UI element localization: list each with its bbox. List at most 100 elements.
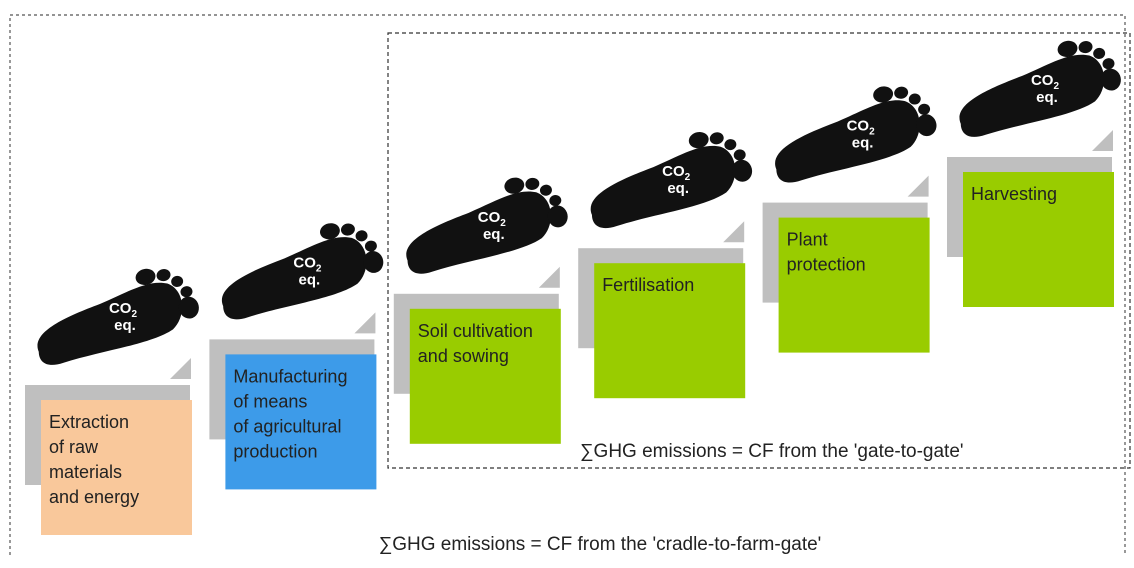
footprint bbox=[37, 268, 199, 365]
step-box bbox=[409, 308, 561, 444]
footprint-toe bbox=[320, 223, 340, 240]
footprint-toe bbox=[504, 177, 525, 194]
step-label: Soil cultivation bbox=[418, 321, 533, 341]
gate-to-gate-label: ∑GHG emissions = CF from the 'gate-to-ga… bbox=[580, 441, 964, 462]
co2-main: CO bbox=[1031, 72, 1054, 89]
step-corner bbox=[1092, 130, 1113, 151]
co2-sub: 2 bbox=[131, 309, 137, 320]
step-label: Manufacturing bbox=[233, 366, 347, 386]
cradle-label: ∑GHG emissions = CF from the 'cradle-to-… bbox=[379, 534, 822, 555]
step: Manufacturing of means of agricultural prod… bbox=[209, 312, 377, 490]
step-label: Plant bbox=[787, 230, 828, 250]
footprint bbox=[775, 86, 937, 183]
footprint-toe bbox=[1102, 58, 1115, 70]
co2-text: CO2 bbox=[1031, 72, 1060, 92]
footprint bbox=[406, 177, 568, 274]
footprint-toe bbox=[709, 132, 724, 145]
co2-sub: 2 bbox=[869, 127, 875, 138]
footprint-toe bbox=[156, 269, 171, 282]
footprint-toe bbox=[364, 240, 377, 252]
step: Plant protection bbox=[762, 175, 930, 353]
eq-text: eq. bbox=[483, 226, 505, 243]
footprint-sole bbox=[37, 282, 183, 365]
co2-text: CO2 bbox=[293, 254, 322, 274]
co2-sub: 2 bbox=[500, 218, 506, 229]
footprint-toe bbox=[1100, 68, 1121, 91]
co2-sub: 2 bbox=[316, 263, 322, 274]
step-corner bbox=[723, 221, 745, 243]
co2-sub: 2 bbox=[685, 172, 691, 183]
footprint-toe bbox=[363, 251, 384, 273]
footprint bbox=[221, 223, 384, 320]
step-label: Extraction bbox=[49, 412, 129, 432]
step-corner bbox=[354, 312, 376, 334]
footprint bbox=[959, 40, 1121, 137]
step: Fertilisation bbox=[578, 221, 746, 399]
footprint-sole bbox=[959, 54, 1105, 137]
footprint-toe bbox=[340, 223, 355, 236]
step-label: Harvesting bbox=[971, 184, 1057, 204]
step-label: and energy bbox=[49, 487, 139, 507]
eq-text: eq. bbox=[852, 135, 874, 152]
step-box bbox=[41, 400, 192, 535]
footprint-toe bbox=[688, 132, 709, 149]
step-box bbox=[225, 354, 377, 490]
step-corner bbox=[170, 358, 191, 379]
footprint-toe bbox=[171, 275, 184, 287]
step: Soil cultivation and sowing bbox=[393, 266, 561, 444]
footprint-toe bbox=[894, 86, 909, 99]
co2-text: CO2 bbox=[478, 209, 507, 229]
co2-main: CO bbox=[847, 118, 870, 135]
footprint-toe bbox=[908, 93, 921, 105]
footprint-toe bbox=[525, 177, 540, 190]
co2-main: CO bbox=[109, 300, 132, 317]
step-box bbox=[778, 217, 930, 353]
footprint-toe bbox=[918, 103, 931, 115]
step: Harvesting bbox=[947, 130, 1114, 307]
footprint-toe bbox=[355, 230, 368, 242]
step-corner bbox=[538, 266, 560, 288]
footprint-toe bbox=[539, 184, 552, 196]
co2-text: CO2 bbox=[109, 300, 138, 320]
eq-text: eq. bbox=[667, 180, 689, 197]
footprint-sole bbox=[221, 237, 367, 320]
footprint-toe bbox=[873, 86, 894, 103]
inner-boundary bbox=[387, 32, 1131, 469]
step: Extraction of raw materials and energy bbox=[25, 358, 192, 535]
step-label: of raw bbox=[49, 437, 99, 457]
step-box bbox=[594, 263, 746, 399]
eq-text: eq. bbox=[1036, 89, 1058, 106]
co2-main: CO bbox=[293, 254, 316, 271]
footprint-toe bbox=[178, 296, 199, 319]
co2-main: CO bbox=[662, 163, 685, 180]
outer-boundary bbox=[9, 14, 1126, 555]
footprint-toe bbox=[733, 149, 746, 161]
footprint-sole bbox=[590, 145, 736, 229]
co2-text: CO2 bbox=[847, 118, 876, 138]
footprint-toe bbox=[916, 114, 937, 137]
step-label: protection bbox=[787, 255, 866, 275]
footprint-toe bbox=[1078, 41, 1093, 54]
footprint-toe bbox=[1057, 40, 1078, 57]
step-label: of means bbox=[233, 391, 307, 411]
eq-text: eq. bbox=[114, 317, 136, 334]
co2-text: CO2 bbox=[662, 163, 691, 183]
step-corner bbox=[907, 175, 929, 197]
step-label: materials bbox=[49, 462, 122, 482]
step-label: and sowing bbox=[418, 346, 509, 366]
step-label: Fertilisation bbox=[602, 275, 694, 295]
footprint-toe bbox=[549, 194, 562, 207]
co2-sub: 2 bbox=[1053, 81, 1059, 92]
footprint-sole bbox=[406, 191, 551, 274]
footprint-sole bbox=[775, 100, 920, 183]
step-box bbox=[963, 172, 1114, 307]
footprint-toe bbox=[180, 286, 193, 298]
footprint-toe bbox=[724, 139, 737, 151]
step-label: of agricultural bbox=[233, 416, 341, 436]
footprint bbox=[590, 132, 753, 229]
step-label: production bbox=[233, 441, 317, 461]
eq-text: eq. bbox=[299, 271, 321, 288]
footprint-toe bbox=[135, 268, 156, 285]
co2-main: CO bbox=[478, 209, 501, 226]
